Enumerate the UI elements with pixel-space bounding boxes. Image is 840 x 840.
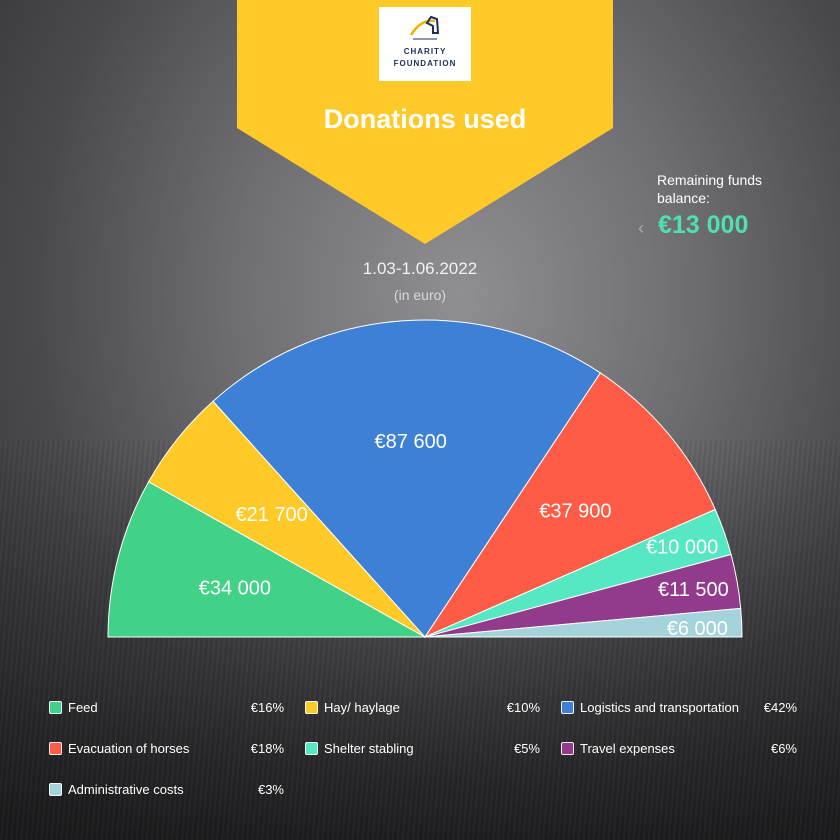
chart-units: (in euro) xyxy=(393,287,447,303)
remaining-funds-value: €13 000 xyxy=(658,211,749,239)
title-banner xyxy=(237,0,613,244)
page-title: Donations used xyxy=(323,104,527,134)
chart-slice-2 xyxy=(212,319,602,638)
chart-period: 1.03-1.06.2022 xyxy=(362,259,478,278)
charity-logo: CHARITY FOUNDATION xyxy=(379,7,471,81)
chart-slice-3 xyxy=(423,372,716,639)
chart-value-label-6: €6 000 xyxy=(667,618,728,640)
logo-text-line2: FOUNDATION xyxy=(393,59,457,68)
chart-value-label-4: €10 000 xyxy=(646,536,718,558)
chart-slice-6 xyxy=(424,607,743,638)
remaining-funds-label: Remaining funds balance: xyxy=(657,172,763,206)
chart-value-label-2: €87 600 xyxy=(375,431,447,453)
chart-value-label-3: €37 900 xyxy=(539,501,611,523)
chart-value-label-1: €21 700 xyxy=(235,504,307,526)
chart-value-label-0: €34 000 xyxy=(199,577,271,599)
chart-value-label-5: €11 500 xyxy=(658,579,729,601)
chevron-left-icon: ‹ xyxy=(638,218,644,238)
logo-text-line1: CHARITY xyxy=(403,47,447,56)
chart-slice-0 xyxy=(107,481,427,638)
horse-logo-icon xyxy=(409,15,440,40)
